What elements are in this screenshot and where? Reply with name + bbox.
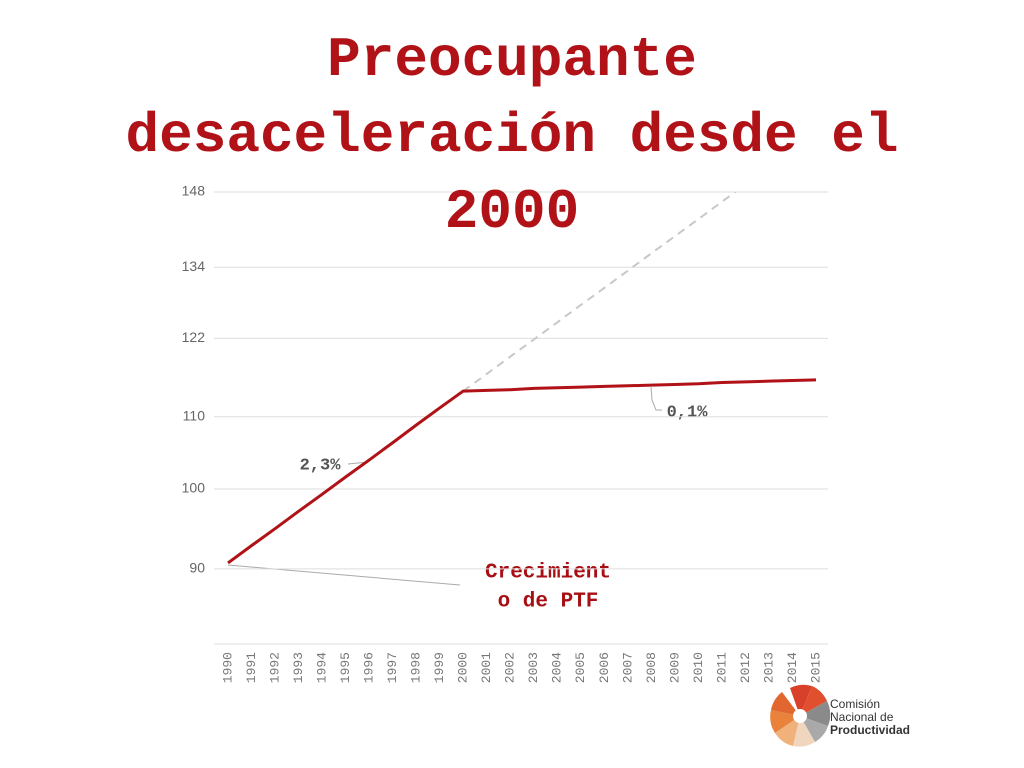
x-tick-label: 1990 <box>220 652 235 683</box>
x-tick-label: 1991 <box>244 652 259 683</box>
y-tick-label: 90 <box>189 560 205 576</box>
x-tick-label: 2006 <box>597 652 612 683</box>
x-tick-label: 1992 <box>267 652 282 683</box>
x-tick-label: 2004 <box>550 652 565 683</box>
x-tick-label: 2003 <box>526 652 541 683</box>
y-tick-label: 148 <box>182 183 206 199</box>
x-tick-label: 2009 <box>667 652 682 683</box>
y-tick-label: 134 <box>182 258 206 274</box>
logo-text: Comisión <box>830 697 880 711</box>
x-tick-label: 2011 <box>714 652 729 683</box>
x-tick-label: 1994 <box>315 652 330 683</box>
x-tick-label: 2002 <box>503 652 518 683</box>
annotation: o de PTF <box>498 591 599 614</box>
x-tick-label: 2014 <box>785 652 800 683</box>
leader-line <box>650 386 662 411</box>
x-tick-label: 1993 <box>291 652 306 683</box>
logo-text: Productividad <box>830 723 910 737</box>
x-tick-label: 2013 <box>761 652 776 683</box>
x-tick-label: 1997 <box>385 652 400 683</box>
x-tick-label: 2005 <box>573 652 588 683</box>
x-tick-label: 2000 <box>456 652 471 683</box>
x-tick-label: 2010 <box>691 652 706 683</box>
x-tick-label: 2001 <box>479 652 494 683</box>
y-tick-label: 122 <box>182 329 206 345</box>
logo-text: Nacional de <box>830 710 894 724</box>
x-tick-label: 2008 <box>644 652 659 683</box>
x-tick-label: 2015 <box>808 652 823 683</box>
line-series <box>227 378 817 565</box>
line-series <box>462 192 737 392</box>
x-tick-label: 1998 <box>409 652 424 683</box>
x-tick-label: 1995 <box>338 652 353 683</box>
x-tick-label: 1996 <box>362 652 377 683</box>
x-tick-label: 2012 <box>738 652 753 683</box>
annotation: 0,1% <box>667 403 709 422</box>
chart-title: Preocupante desaceleración desde el 2000 <box>125 28 899 244</box>
y-tick-label: 110 <box>183 408 206 424</box>
annotation: 2,3% <box>300 456 342 475</box>
leader-line <box>227 564 461 586</box>
y-tick-label: 100 <box>182 480 206 496</box>
x-tick-label: 1999 <box>432 652 447 683</box>
x-tick-label: 2007 <box>620 652 635 683</box>
annotation: Crecimient <box>485 562 611 585</box>
logo-icon <box>770 684 831 747</box>
